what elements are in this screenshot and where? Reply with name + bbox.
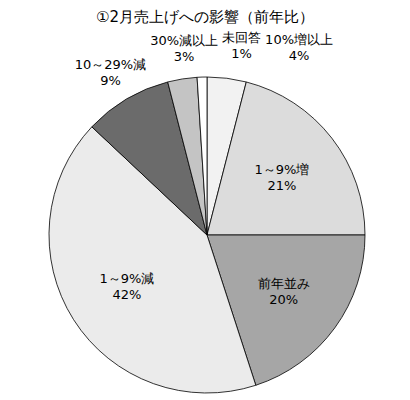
category-label: 未回答 — [222, 30, 261, 45]
slice-label: 前年並み20% — [258, 276, 310, 307]
category-label: 前年並み — [258, 276, 310, 291]
slice-label: 10%増以上4% — [265, 32, 333, 63]
value-label: 42% — [113, 287, 142, 302]
slice-label: 1～9%増21% — [254, 162, 309, 193]
slice-label: 1～9%減42% — [100, 271, 155, 302]
slice-label: 未回答1% — [222, 30, 261, 61]
value-label: 9% — [100, 73, 121, 88]
title: ①2月売上げへの影響（前年比） — [96, 8, 314, 26]
value-label: 1% — [231, 46, 252, 61]
slices — [49, 77, 365, 393]
slice — [197, 77, 207, 235]
slice-label: 10～29%減9% — [75, 57, 146, 88]
slice — [168, 77, 207, 235]
category-label: 10%増以上 — [265, 32, 333, 47]
category-label: 10～29%減 — [75, 57, 146, 72]
labels: 10%増以上4% 1～9%増21% 前年並み20% 1～9%減42% 10～29%減9%… — [75, 30, 333, 306]
category-label: 1～9%増 — [254, 162, 309, 177]
value-label: 4% — [289, 48, 310, 63]
category-label: 1～9%減 — [100, 271, 155, 286]
value-label: 3% — [174, 49, 195, 64]
slice — [207, 82, 365, 235]
chart: ①2月売上げへの影響（前年比） 10%増以上4% 1～9%増21% 前年並み20% 1～… — [0, 0, 410, 400]
slice-label: 30%減以上3% — [150, 33, 218, 64]
value-label: 20% — [269, 292, 298, 307]
category-label: 30%減以上 — [150, 33, 218, 48]
value-label: 21% — [267, 178, 296, 193]
